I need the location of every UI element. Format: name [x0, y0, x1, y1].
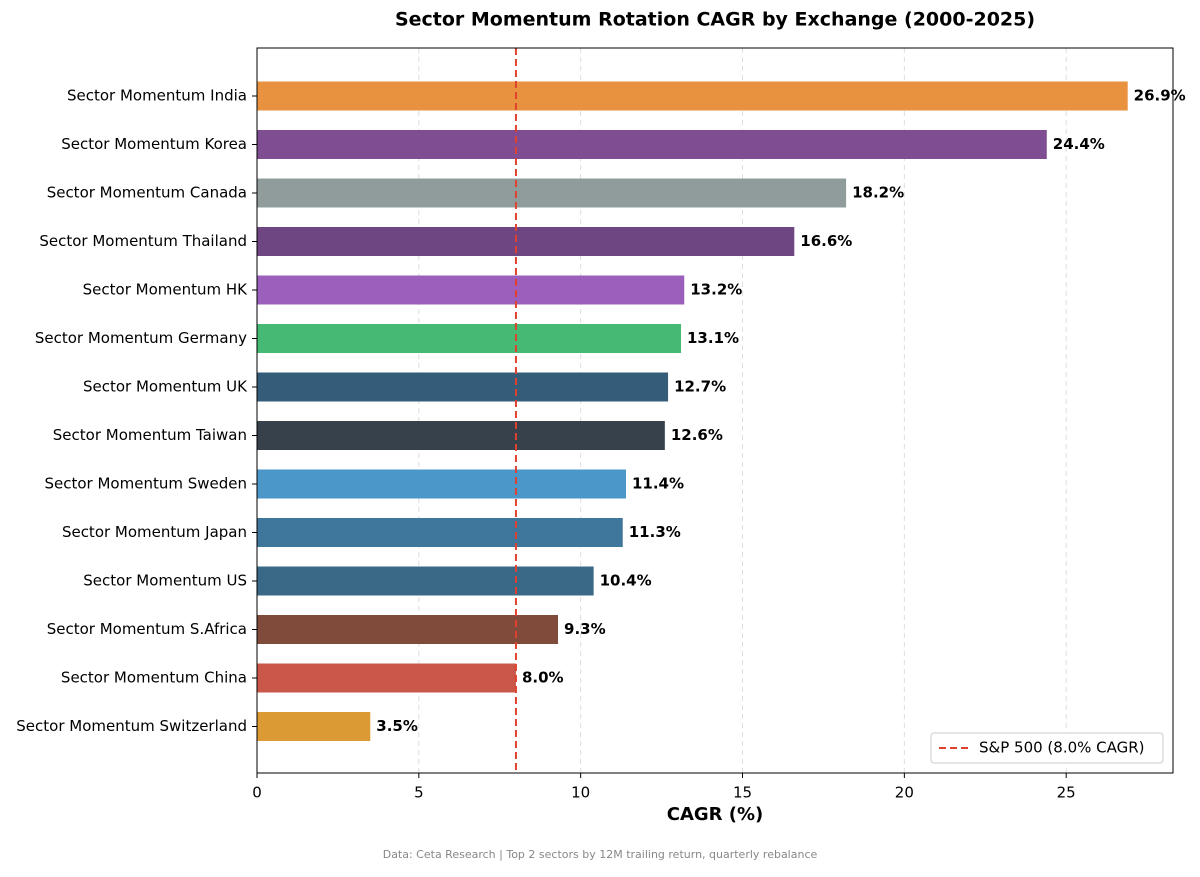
bar: [257, 469, 626, 499]
y-tick-label: Sector Momentum Canada: [47, 184, 247, 202]
y-tick-label: Sector Momentum S.Africa: [47, 620, 247, 638]
x-axis-label: CAGR (%): [667, 804, 764, 825]
bar: [257, 178, 847, 208]
bar: [257, 421, 665, 450]
x-tick-label: 25: [1057, 784, 1076, 802]
y-tick-label: Sector Momentum HK: [83, 281, 249, 299]
value-label: 13.2%: [690, 281, 742, 299]
x-tick-label: 5: [414, 784, 424, 802]
value-label: 11.3%: [629, 523, 681, 541]
x-tick-label: 0: [252, 784, 262, 802]
y-tick-label: Sector Momentum Korea: [61, 135, 247, 153]
value-label: 24.4%: [1053, 135, 1105, 153]
x-tick-label: 15: [733, 784, 752, 802]
legend-label: S&P 500 (8.0% CAGR): [979, 739, 1145, 757]
bar: [257, 130, 1047, 159]
footnote: Data: Ceta Research | Top 2 sectors by 1…: [383, 848, 818, 861]
y-tick-label: Sector Momentum Sweden: [45, 475, 248, 493]
value-label: 3.5%: [376, 717, 418, 735]
value-label: 11.4%: [632, 475, 684, 493]
y-tick-label: Sector Momentum Taiwan: [53, 426, 247, 444]
value-label: 26.9%: [1134, 87, 1186, 105]
bar: [257, 81, 1128, 111]
bar: [257, 566, 594, 596]
y-tick-label: Sector Momentum Switzerland: [16, 717, 247, 735]
plot-frame: [256, 47, 1174, 774]
y-tick-label: Sector Momentum Japan: [62, 523, 247, 541]
bar: [257, 227, 795, 256]
value-label: 8.0%: [522, 669, 564, 687]
value-label: 12.6%: [671, 426, 723, 444]
bar: [257, 615, 559, 644]
bar: [257, 275, 685, 305]
y-tick-label: Sector Momentum China: [61, 669, 247, 687]
value-label: 10.4%: [600, 572, 652, 590]
value-label: 13.1%: [687, 329, 739, 347]
bar: [257, 324, 682, 353]
chart-title: Sector Momentum Rotation CAGR by Exchang…: [395, 9, 1035, 31]
y-tick-label: Sector Momentum India: [67, 87, 247, 105]
y-tick-label: Sector Momentum Thailand: [39, 232, 247, 250]
y-tick-label: Sector Momentum US: [83, 572, 247, 590]
value-label: 16.6%: [800, 232, 852, 250]
x-tick-label: 20: [895, 784, 914, 802]
bar: [257, 372, 669, 402]
bar: [257, 518, 623, 547]
value-label: 9.3%: [564, 620, 606, 638]
bar: [257, 712, 371, 741]
value-label: 12.7%: [674, 378, 726, 396]
y-tick-label: Sector Momentum UK: [83, 378, 248, 396]
bar: [257, 663, 516, 693]
x-tick-label: 10: [571, 784, 590, 802]
legend-box: [930, 732, 1164, 764]
y-tick-label: Sector Momentum Germany: [35, 329, 247, 347]
value-label: 18.2%: [852, 184, 904, 202]
